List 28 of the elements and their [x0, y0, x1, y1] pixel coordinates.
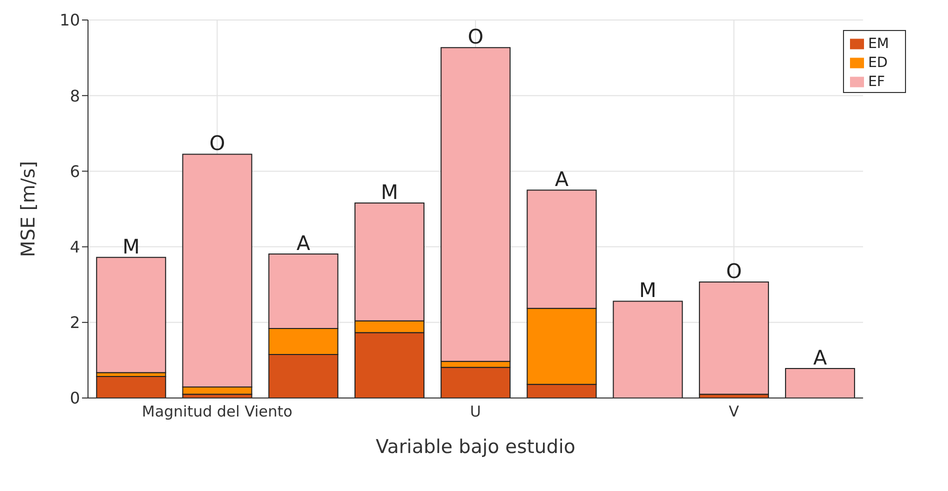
data-label: O — [468, 24, 484, 49]
data-label: M — [639, 278, 656, 302]
data-label: A — [813, 346, 828, 370]
legend-label: EF — [868, 74, 885, 90]
bar — [785, 368, 856, 398]
y-axis-title: MSE [m/s] — [18, 160, 40, 258]
legend-label: ED — [868, 55, 888, 71]
x-tick-label: V — [728, 402, 740, 421]
y-tick-label: 4 — [70, 237, 80, 256]
data-label: O — [726, 258, 742, 283]
y-tick-label: 10 — [60, 10, 80, 30]
legend-label: EM — [868, 36, 889, 52]
y-tick-label: 2 — [70, 313, 80, 332]
x-tick-label: Magnitud del Viento — [142, 402, 292, 421]
bar — [96, 256, 166, 374]
y-tick-label: 6 — [70, 162, 80, 181]
data-label: M — [380, 180, 398, 204]
bar — [612, 300, 683, 398]
bar — [96, 376, 166, 398]
data-label: A — [554, 167, 569, 192]
data-label: M — [122, 234, 140, 258]
y-tick-label: 0 — [70, 388, 80, 408]
data-label: A — [296, 230, 311, 255]
x-axis-title: Variable bajo estudio — [376, 436, 576, 458]
y-tick-label: 8 — [70, 86, 80, 106]
data-label: O — [209, 131, 226, 156]
bar — [698, 281, 769, 395]
x-tick-label: U — [470, 402, 482, 421]
